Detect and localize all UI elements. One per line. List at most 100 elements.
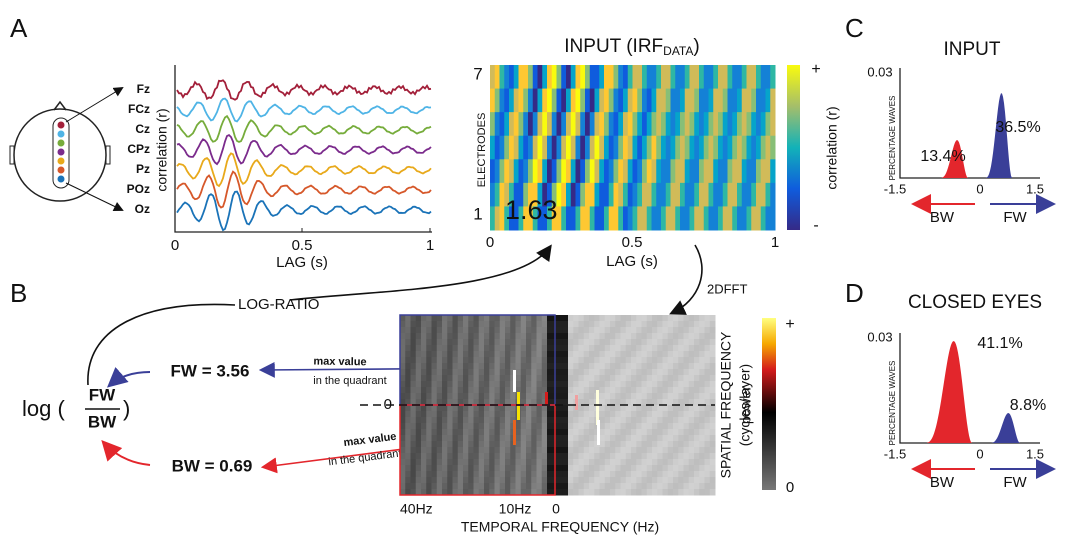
spectrogram-cell: [442, 453, 448, 460]
spectrogram-cell: [531, 387, 537, 394]
spectrogram-cell: [442, 441, 448, 448]
heatmap-cell: [689, 65, 695, 90]
spectrogram-cell: [499, 459, 506, 466]
spectrogram-cell: [436, 435, 443, 442]
spectrogram-cell: [515, 375, 522, 382]
spectrogram-cell: [636, 333, 642, 340]
spectrogram-cell: [463, 465, 469, 472]
spectrogram-cell: [526, 477, 532, 484]
spectrogram-cell: [468, 423, 474, 430]
spectrogram-cell: [510, 345, 516, 352]
heatmap-cell: [556, 135, 562, 160]
spectrogram-cell: [657, 369, 663, 376]
heatmap-cell: [727, 159, 733, 184]
spectrogram-cell: [589, 489, 595, 496]
heatmap-cell: [770, 206, 776, 231]
spectrogram-cell: [594, 363, 600, 370]
spectrogram-cell: [662, 393, 669, 400]
spectrogram-cell: [662, 333, 669, 340]
spectrogram-cell: [541, 345, 548, 352]
heatmap-cell: [561, 159, 567, 184]
spectrogram-cell: [531, 441, 537, 448]
spectrogram-cell: [463, 429, 469, 436]
spectrogram-cell: [641, 471, 648, 478]
spectrogram-cell: [688, 405, 695, 412]
spectrogram-cell: [683, 399, 690, 406]
spectrogram-cell: [484, 405, 490, 412]
spectrogram-cell: [541, 441, 548, 448]
spectrogram-cell: [667, 411, 674, 418]
spectrogram-cell: [589, 345, 595, 352]
spectrogram-cell: [463, 483, 469, 490]
spectrogram-cell: [547, 459, 553, 466]
spectrogram-cell: [447, 387, 453, 394]
spectrogram-cell: [641, 411, 648, 418]
spectrogram-cell: [405, 459, 411, 466]
spectrogram-cell: [688, 435, 695, 442]
spectrogram-cell: [484, 375, 490, 382]
spectrogram-cell: [457, 441, 464, 448]
spectrogram-cell: [489, 387, 495, 394]
spectrogram-cell: [625, 351, 632, 358]
colorbar-label: +: [785, 316, 794, 333]
spectrogram-cell: [463, 357, 469, 364]
spectrogram-cell: [562, 333, 569, 340]
spectrogram-cell: [405, 483, 411, 490]
spectrogram-cell: [610, 477, 616, 484]
spectrogram-cell: [478, 387, 485, 394]
heatmap-cell: [632, 88, 638, 113]
spectrogram-cell: [673, 477, 679, 484]
spectrogram-cell: [463, 369, 469, 376]
spectrogram-cell: [536, 315, 543, 322]
spectrogram-cell: [442, 465, 448, 472]
spectrogram-cell: [478, 333, 485, 340]
heatmap-cell: [608, 112, 614, 137]
heatmap-cell: [604, 159, 610, 184]
spectrogram-cell: [636, 423, 642, 430]
spectrogram-cell: [667, 375, 674, 382]
heatmap-cell: [646, 135, 652, 160]
spectrogram-cell: [510, 405, 516, 412]
spectrogram-cell: [673, 393, 679, 400]
spectrogram-cell: [505, 471, 511, 478]
heatmap-cell: [770, 182, 776, 207]
spectrogram-cell: [667, 351, 674, 358]
spectrogram-cell: [662, 411, 669, 418]
spectrogram-cell: [667, 405, 674, 412]
spectrogram-cell: [410, 411, 417, 418]
heatmap-cell: [509, 112, 515, 137]
density: [990, 413, 1020, 443]
spectrogram-cell: [431, 369, 438, 376]
heatmap-cell: [751, 182, 757, 207]
spectrogram-cell: [531, 381, 537, 388]
heatmap-cell: [741, 65, 747, 90]
spectrogram-cell: [473, 417, 480, 424]
spectrogram-cell: [667, 369, 674, 376]
heatmap-cell: [627, 182, 633, 207]
spectrogram-cell: [662, 459, 669, 466]
spectrogram-cell: [426, 399, 432, 406]
spectrogram-cell: [452, 417, 459, 424]
panel-letter: C: [845, 13, 864, 43]
spectrogram-cell: [541, 399, 548, 406]
heatmap-cell: [737, 206, 743, 231]
heatmap-cell: [613, 206, 619, 231]
spectrogram-cell: [405, 477, 411, 484]
heatmap-cell: [499, 88, 505, 113]
formula: ): [123, 396, 130, 421]
spectrogram-cell: [615, 477, 621, 484]
spectrogram-cell: [457, 345, 464, 352]
heatmap-cell: [689, 159, 695, 184]
spectrogram-cell: [499, 345, 506, 352]
spectrogram-cell: [457, 327, 464, 334]
spectrogram-cell: [652, 375, 658, 382]
spectrogram-cell: [468, 399, 474, 406]
spectrogram-cell: [489, 381, 495, 388]
spectrogram-cell: [410, 381, 417, 388]
spectrogram-cell: [520, 333, 527, 340]
heatmap-cell: [613, 88, 619, 113]
heatmap-cell: [556, 159, 562, 184]
spectrogram-cell: [557, 363, 564, 370]
spectrogram-cell: [400, 453, 406, 460]
spectrogram-cell: [599, 381, 606, 388]
